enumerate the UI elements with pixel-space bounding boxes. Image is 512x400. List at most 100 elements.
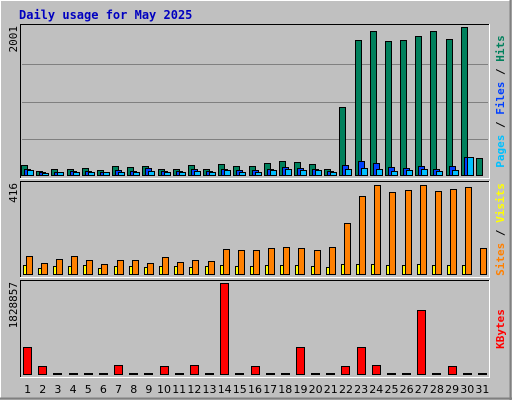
x-tick-label-10: 10 bbox=[157, 383, 171, 396]
x-tick-label-7: 7 bbox=[115, 383, 122, 396]
x-tick-label-19: 19 bbox=[294, 383, 308, 396]
x-tick-label-15: 15 bbox=[233, 383, 247, 396]
x-tick-label-25: 25 bbox=[385, 383, 399, 396]
bar-kbytes-6 bbox=[99, 373, 108, 375]
bar-kbytes-5 bbox=[84, 373, 93, 375]
bar-sites-25 bbox=[389, 192, 396, 275]
bar-pages-26 bbox=[406, 170, 413, 176]
panel-background bbox=[20, 24, 490, 179]
bar-kbytes-9 bbox=[144, 373, 153, 375]
bar-sites-18 bbox=[283, 247, 290, 275]
bar-pages-17 bbox=[270, 170, 277, 176]
x-tick-label-4: 4 bbox=[70, 383, 77, 396]
bar-pages-23 bbox=[361, 168, 368, 176]
bar-pages-30 bbox=[467, 157, 474, 176]
bar-sites-9 bbox=[147, 263, 154, 275]
bar-sites-28 bbox=[435, 191, 442, 275]
bar-kbytes-19 bbox=[296, 347, 305, 375]
x-tick-label-3: 3 bbox=[54, 383, 61, 396]
bar-kbytes-14 bbox=[220, 283, 229, 375]
bar-sites-24 bbox=[374, 185, 381, 275]
x-tick-label-27: 27 bbox=[415, 383, 429, 396]
bar-kbytes-3 bbox=[53, 373, 62, 375]
bar-pages-22 bbox=[345, 169, 352, 176]
chart-panels: 2001 Pages / Files / Hits 416 Sites / Visit… bbox=[7, 24, 507, 378]
x-tick-label-2: 2 bbox=[39, 383, 46, 396]
bar-kbytes-30 bbox=[463, 373, 472, 375]
axis-legend-label: KBytes bbox=[494, 309, 507, 349]
bar-sites-4 bbox=[71, 256, 78, 275]
legend-part: Pages bbox=[494, 135, 507, 168]
bar-sites-5 bbox=[86, 260, 93, 275]
x-tick-label-20: 20 bbox=[309, 383, 323, 396]
legend-part: Hits bbox=[494, 35, 507, 62]
bar-kbytes-24 bbox=[372, 365, 381, 375]
bar-sites-19 bbox=[298, 248, 305, 275]
bar-sites-30 bbox=[465, 187, 472, 275]
x-tick-label-18: 18 bbox=[278, 383, 292, 396]
bar-pages-14 bbox=[224, 170, 231, 176]
bar-kbytes-22 bbox=[341, 366, 350, 375]
y-max-label: 2001 bbox=[7, 26, 20, 53]
x-tick-label-6: 6 bbox=[100, 383, 107, 396]
series-pages bbox=[27, 157, 474, 176]
bar-pages-2 bbox=[42, 173, 49, 176]
bar-sites-22 bbox=[344, 223, 351, 275]
bar-sites-12 bbox=[192, 260, 199, 275]
bar-kbytes-13 bbox=[205, 373, 214, 375]
bar-sites-16 bbox=[253, 250, 260, 275]
bar-kbytes-25 bbox=[387, 373, 396, 375]
bar-pages-16 bbox=[255, 172, 262, 176]
bar-pages-3 bbox=[57, 172, 64, 176]
bar-sites-29 bbox=[450, 189, 457, 275]
bar-pages-27 bbox=[421, 169, 428, 176]
x-tick-label-9: 9 bbox=[145, 383, 152, 396]
x-tick-label-31: 31 bbox=[475, 383, 489, 396]
bar-kbytes-26 bbox=[402, 373, 411, 375]
bar-kbytes-23 bbox=[357, 347, 366, 375]
x-tick-label-28: 28 bbox=[430, 383, 444, 396]
legend-part: / bbox=[494, 115, 507, 135]
bar-pages-8 bbox=[133, 172, 140, 176]
x-tick-label-23: 23 bbox=[354, 383, 368, 396]
bar-hits-28 bbox=[430, 31, 437, 176]
bar-kbytes-12 bbox=[190, 365, 199, 375]
panel-hits-files-pages: 2001 Pages / Files / Hits bbox=[7, 24, 507, 179]
bar-sites-20 bbox=[314, 250, 321, 275]
legend-part: Files bbox=[494, 82, 507, 115]
bar-sites-7 bbox=[117, 260, 124, 275]
bar-sites-11 bbox=[177, 262, 184, 275]
bar-pages-28 bbox=[436, 171, 443, 176]
bar-kbytes-2 bbox=[38, 366, 47, 375]
y-max-label: 1828857 bbox=[7, 282, 20, 328]
bar-pages-19 bbox=[300, 170, 307, 176]
x-tick-label-5: 5 bbox=[85, 383, 92, 396]
bar-pages-5 bbox=[88, 172, 95, 176]
bar-pages-1 bbox=[27, 170, 34, 176]
bar-kbytes-15 bbox=[235, 373, 244, 375]
bar-hits-25 bbox=[385, 41, 392, 176]
series-kbytes bbox=[23, 283, 487, 375]
legend-part: KBytes bbox=[494, 309, 507, 349]
bar-pages-25 bbox=[391, 171, 398, 176]
x-axis-tick-labels: 1 2 3 4 5 6 7 8 9 10 11 12 13 14 15 16 17 18 19 20 21 22 23 24 2… bbox=[24, 383, 489, 396]
chart-title: Daily usage for May 2025 bbox=[19, 8, 192, 22]
bar-pages-21 bbox=[330, 172, 337, 176]
legend-part: Sites bbox=[494, 243, 507, 276]
bar-pages-29 bbox=[452, 170, 459, 176]
bar-sites-15 bbox=[238, 250, 245, 275]
x-tick-label-1: 1 bbox=[24, 383, 31, 396]
bar-sites-10 bbox=[162, 257, 169, 275]
bar-sites-26 bbox=[405, 190, 412, 275]
panel-background bbox=[20, 280, 490, 378]
panel-visits-sites: 416 Sites / Visits bbox=[7, 181, 507, 278]
x-tick-label-13: 13 bbox=[203, 383, 217, 396]
bar-hits-27 bbox=[415, 36, 422, 176]
bar-pages-20 bbox=[315, 170, 322, 176]
bar-pages-18 bbox=[285, 169, 292, 176]
bar-kbytes-17 bbox=[266, 373, 275, 375]
bar-kbytes-16 bbox=[251, 366, 260, 375]
panel-kbytes: 1828857 KBytes bbox=[7, 280, 507, 378]
